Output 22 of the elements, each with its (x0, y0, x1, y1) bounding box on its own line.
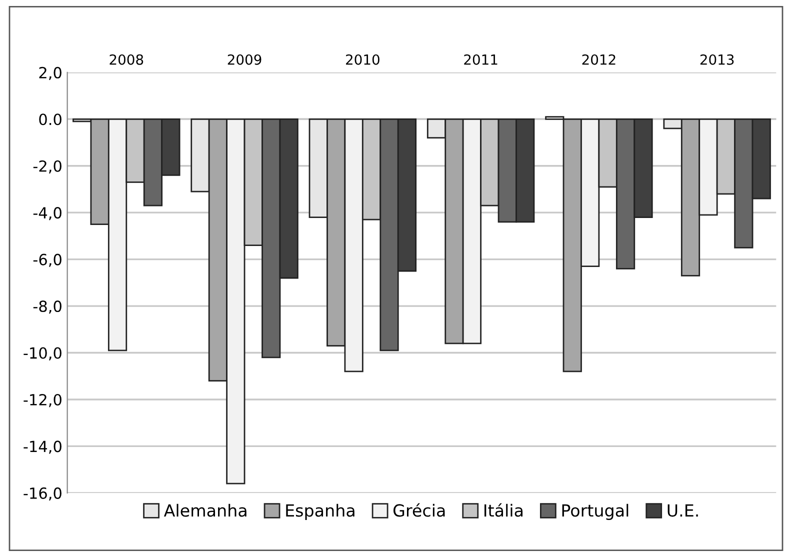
legend-label: Portugal (562, 504, 628, 520)
y-tick-label: -2,0 (33, 160, 62, 174)
y-tick-label: -6,0 (33, 254, 62, 267)
x-tick-label: 2012 (582, 54, 616, 65)
legend-label: Itália (484, 503, 522, 517)
y-tick-label: -4,0 (33, 207, 62, 220)
legend-label: U.E. (668, 504, 698, 517)
x-tick-label: 2008 (110, 54, 144, 65)
legend-label: Grécia (393, 503, 445, 517)
y-tick-label: -16,0 (24, 487, 62, 501)
y-tick-label: 0.0 (39, 114, 62, 126)
x-tick-label: 2009 (228, 54, 262, 65)
legend-label: Espanha (286, 504, 354, 520)
y-tick-label: -10,0 (24, 347, 62, 360)
x-tick-label: 2013 (700, 54, 734, 65)
y-tick-label: -14,0 (24, 440, 62, 454)
x-tick-label: 2010 (346, 54, 380, 65)
y-tick-label: 2,0 (39, 66, 62, 80)
x-tick-label: 2011 (464, 54, 498, 65)
legend-label: Alemanha (164, 504, 246, 517)
y-tick-label: -8,0 (33, 300, 62, 314)
y-tick-label: -12,0 (24, 394, 62, 408)
